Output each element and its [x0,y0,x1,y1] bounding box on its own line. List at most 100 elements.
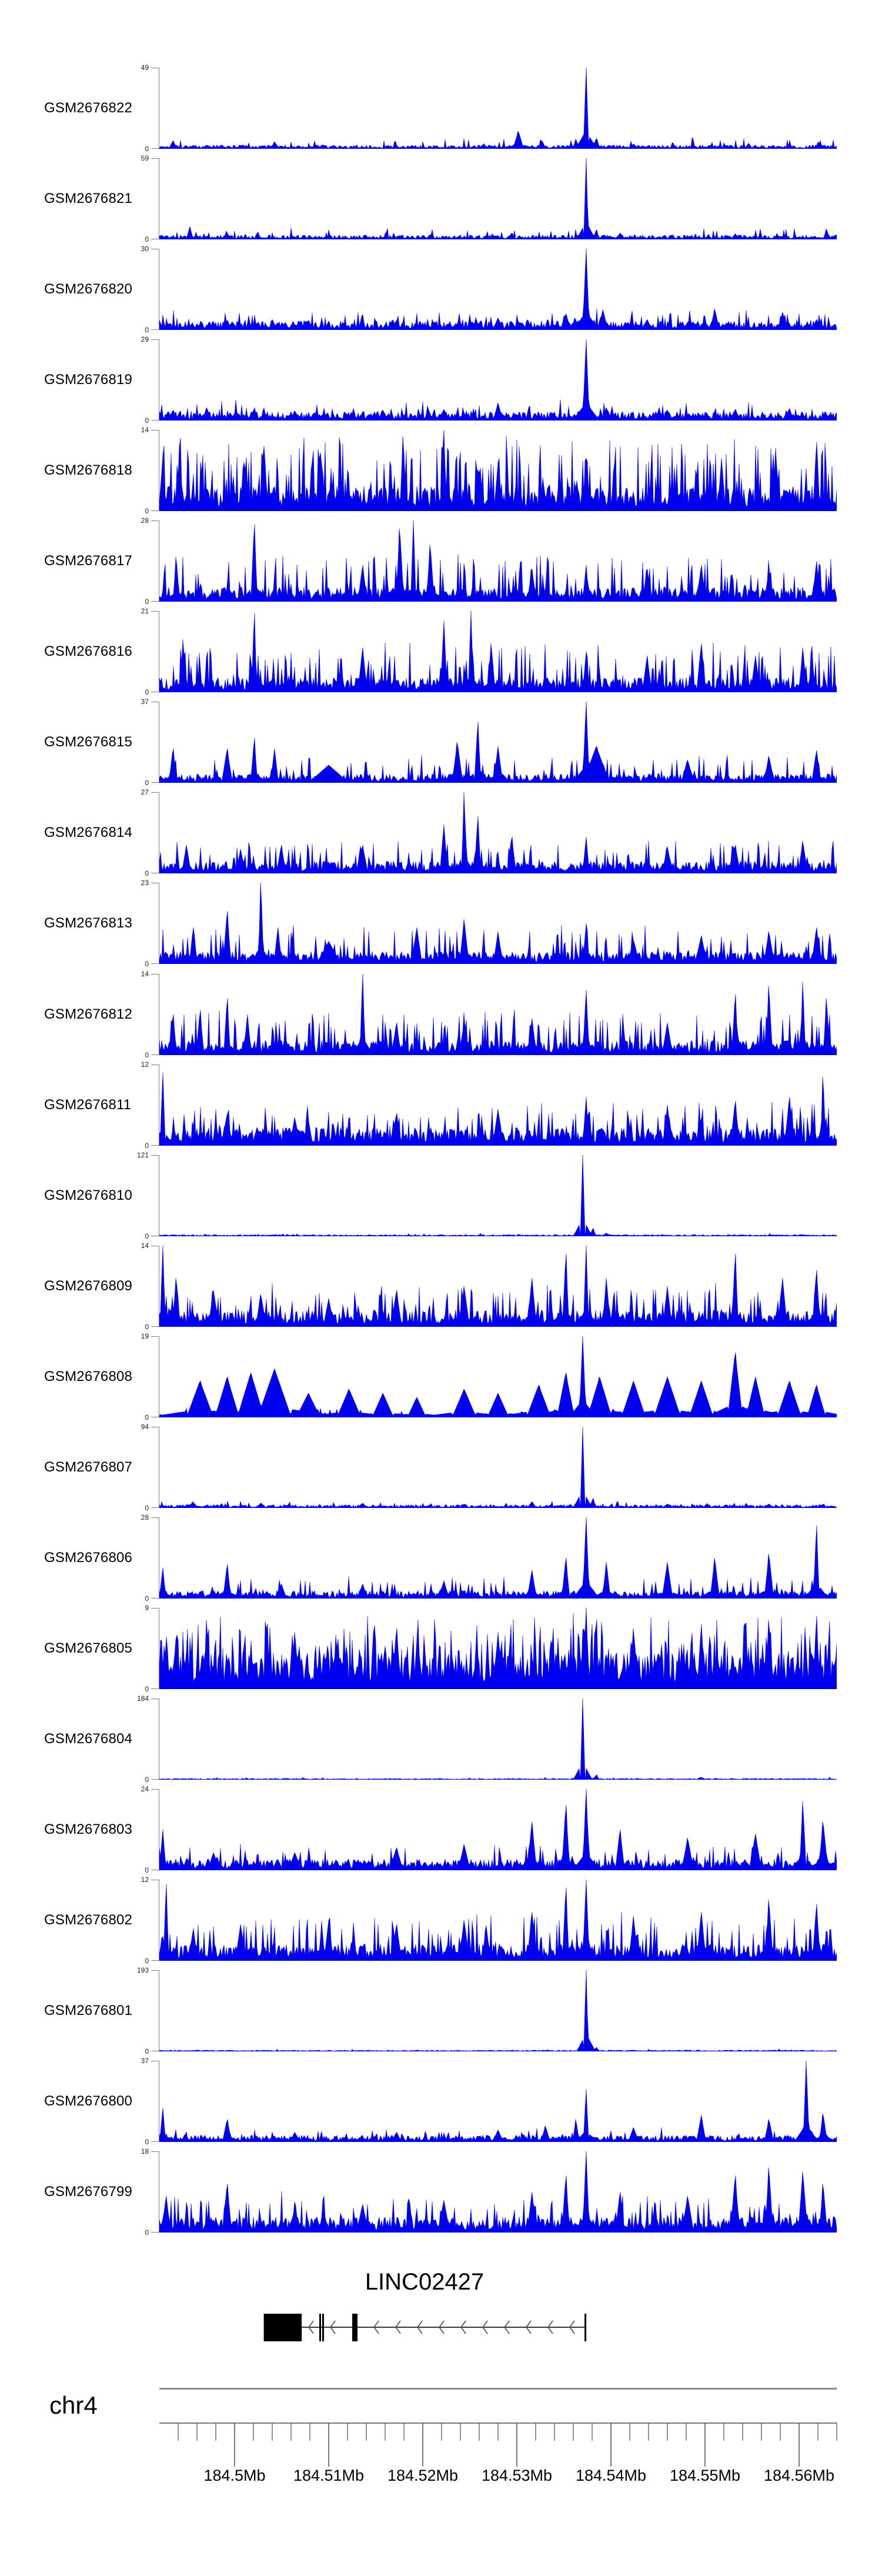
yaxis-zero-tick [151,2232,159,2233]
coverage-area [159,1427,837,1508]
track-ymax-label: 18 [141,2147,149,2155]
track-ymax-label: 184 [136,1694,149,1703]
gene-exon [322,2314,324,2341]
yaxis-zero-tick [151,1598,159,1599]
yaxis-zero-tick [151,782,159,783]
track-label: GSM2676812 [44,1006,133,1022]
yaxis-zero-tick [151,963,159,964]
track-label: GSM2676804 [44,1731,133,1747]
strand-arrow-left-icon [395,2320,401,2334]
track-row: GSM2676804 184 0 [0,1694,882,1784]
yaxis-top-tick [151,430,159,431]
ruler-tick-label: 184.5Mb [203,2467,265,2484]
track-label: GSM2676814 [44,825,133,840]
track-row: GSM2676818 14 0 [0,426,882,515]
yaxis-top-tick [151,1155,159,1156]
yaxis-zero-tick [151,420,159,421]
coverage-area [159,1072,837,1146]
chromosome-label: chr4 [49,2391,98,2419]
track-ymax-label: 23 [141,879,149,887]
track-label: GSM2676810 [44,1187,133,1203]
track-yzero-label: 0 [145,145,149,153]
coverage-area [159,158,837,239]
ruler-tick-label: 184.55Mb [670,2467,740,2484]
ruler-tick-label: 184.51Mb [293,2467,364,2484]
strand-arrow-left-icon [460,2320,466,2334]
strand-arrow-left-icon [330,2320,336,2334]
track-yzero-label: 0 [145,2228,149,2237]
yaxis-top-tick [151,1970,159,1971]
yaxis-top-tick [151,792,159,793]
coverage-area [159,792,837,873]
strand-arrow-left-icon [504,2320,510,2334]
track-label: GSM2676817 [44,553,133,569]
gene-exon [584,2314,587,2341]
track-yzero-label: 0 [145,1866,149,1874]
yaxis-zero-tick [151,148,159,149]
track-ymax-label: 14 [141,426,149,434]
coverage-area [159,1517,837,1599]
track-ymax-label: 24 [141,1785,149,1793]
track-row: GSM2676810 121 0 [0,1151,882,1240]
track-ymax-label: 94 [141,1423,149,1431]
track-label: GSM2676807 [44,1459,133,1475]
ruler-tick-label: 184.54Mb [576,2467,646,2484]
track-label: GSM2676803 [44,1821,133,1837]
track-label: GSM2676802 [44,1912,133,1928]
coverage-area [159,1336,837,1417]
track-yzero-label: 0 [145,1142,149,1150]
track-row: GSM2676809 14 0 [0,1242,882,1331]
track-ymax-label: 37 [141,2057,149,2065]
track-label: GSM2676813 [44,915,133,931]
track-row: GSM2676801 193 0 [0,1966,882,2056]
track-ymax-label: 14 [141,1242,149,1250]
track-label: GSM2676808 [44,1369,133,1384]
track-ymax-label: 49 [141,64,149,72]
yaxis-top-tick [151,1336,159,1337]
track-label: GSM2676822 [44,100,133,116]
track-row: GSM2676817 28 0 [0,516,882,606]
track-label: GSM2676800 [44,2093,133,2109]
yaxis-top-tick [151,520,159,521]
track-yzero-label: 0 [145,1323,149,1331]
coverage-area [159,974,837,1055]
genome-axis-ruler: 184.5Mb 184.51Mb 184.52Mb 184.53Mb 184.54Mb 1… [159,2422,837,2484]
coverage-area [159,249,837,330]
track-label: GSM2676799 [44,2184,133,2200]
yaxis-top-tick [151,974,159,975]
track-row: GSM2676808 19 0 [0,1332,882,1422]
track-label: GSM2676815 [44,734,133,750]
strand-arrow-left-icon [308,2320,314,2334]
ruler-tick-label: 184.56Mb [764,2467,834,2484]
track-ymax-label: 12 [141,1876,149,1884]
strand-arrow-left-icon [547,2320,553,2334]
track-ymax-label: 37 [141,698,149,706]
track-row: GSM2676807 94 0 [0,1423,882,1512]
coverage-area [159,430,837,511]
gene-model [263,2314,587,2341]
track-row: GSM2676814 27 0 [0,788,882,877]
coverage-area [159,2151,837,2233]
track-row: GSM2676813 23 0 [0,879,882,968]
yaxis-zero-tick [151,1507,159,1508]
yaxis-zero-tick [151,510,159,511]
track-yzero-label: 0 [145,1413,149,1422]
track-row: GSM2676815 37 0 [0,698,882,787]
coverage-area [159,1246,837,1327]
track-row: GSM2676800 37 0 [0,2057,882,2146]
track-ymax-label: 29 [141,335,149,343]
track-label: GSM2676821 [44,191,133,206]
track-yzero-label: 0 [145,688,149,696]
track-yzero-label: 0 [145,1594,149,1603]
strand-arrow-left-icon [526,2320,532,2334]
track-row: GSM2676812 14 0 [0,970,882,1059]
yaxis-zero-tick [151,2141,159,2142]
track-label: GSM2676818 [44,462,133,478]
track-ymax-label: 19 [141,1332,149,1340]
gene-exon [352,2314,358,2341]
coverage-area [159,1970,837,2051]
track-yzero-label: 0 [145,1051,149,1059]
yaxis-top-tick [151,1608,159,1609]
coverage-area [159,702,837,783]
yaxis-top-tick [151,1789,159,1790]
